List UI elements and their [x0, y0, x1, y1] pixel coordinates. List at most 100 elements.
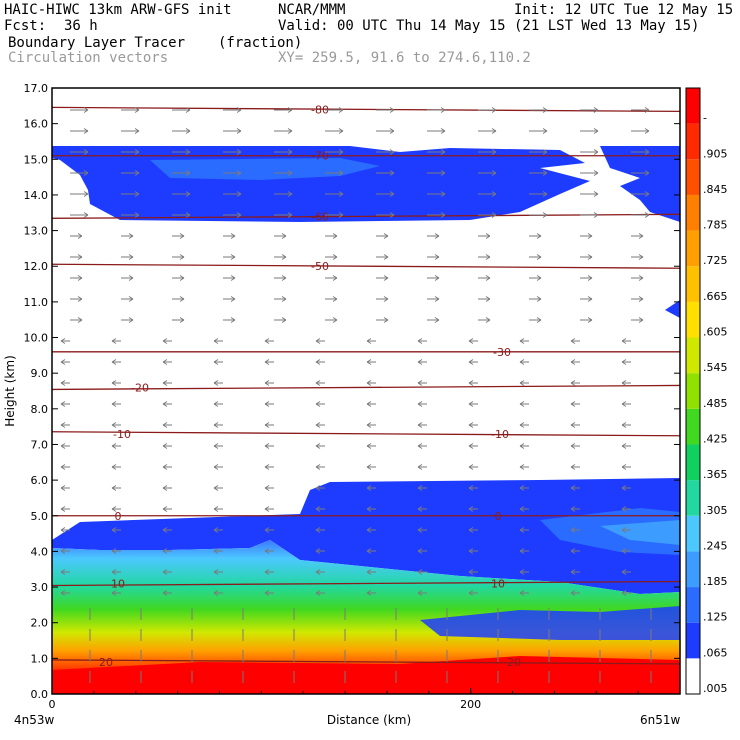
tracer-mid-core [540, 508, 680, 555]
colorbar-label: .065 [703, 646, 728, 659]
circulation-vector-head [111, 590, 117, 596]
temperature-contour-label: 0 [495, 510, 502, 523]
circulation-vector-head [468, 569, 474, 575]
circulation-vector-head [60, 380, 66, 386]
circulation-vector-head [213, 548, 219, 554]
temperature-contour-label: 10 [111, 577, 125, 590]
circulation-vector-head [468, 401, 474, 407]
circulation-vector-head [315, 401, 321, 407]
circulation-vector-head [519, 443, 525, 449]
circulation-vector-head [366, 548, 372, 554]
circulation-vector-head [213, 359, 219, 365]
circulation-vector-head [213, 422, 219, 428]
temperature-contour-line [52, 263, 680, 269]
colorbar-segment [686, 123, 700, 160]
circulation-vector-head [570, 548, 576, 554]
circulation-vector-head [519, 527, 525, 533]
circulation-vector-head [570, 527, 576, 533]
circulation-vector-head [570, 485, 576, 491]
circulation-vector-head [185, 128, 191, 134]
circulation-vector-head [593, 149, 599, 155]
circulation-vector-head [383, 317, 389, 323]
circulation-vector-head [332, 275, 338, 281]
colorbar-label: .905 [703, 147, 728, 160]
temperature-contour-label: -80 [311, 103, 329, 116]
circulation-vector-head [366, 485, 372, 491]
circulation-vector-head [213, 485, 219, 491]
circulation-vector-head [366, 338, 372, 344]
y-tick-label: 5.0 [31, 510, 49, 523]
circulation-vector-head [60, 422, 66, 428]
circulation-vector-head [366, 590, 372, 596]
y-tick-label: 3.0 [31, 581, 49, 594]
circulation-vector-head [162, 464, 168, 470]
circulation-vector-head [536, 275, 542, 281]
colorbar-label: .005 [703, 682, 728, 695]
circulation-vector-head [491, 107, 497, 113]
circulation-vector-head [83, 191, 89, 197]
circulation-vector-head [338, 170, 344, 176]
circulation-vector-head [134, 107, 140, 113]
circulation-vector-head [315, 548, 321, 554]
y-tick-label: 7.0 [31, 438, 49, 451]
circulation-vector-head [389, 191, 395, 197]
circulation-vector-head [519, 338, 525, 344]
colorbar-segment [686, 88, 700, 124]
colorbar-segment [686, 301, 700, 338]
circulation-vector-head [338, 128, 344, 134]
circulation-vector-head [519, 506, 525, 512]
circulation-vector-head [134, 212, 140, 218]
circulation-vector-head [417, 380, 423, 386]
circulation-vector-head [383, 296, 389, 302]
circulation-vector-head [542, 128, 548, 134]
circulation-vector-head [644, 170, 650, 176]
circulation-vector-head [264, 569, 270, 575]
circulation-vector-head [236, 170, 242, 176]
circulation-vector-head [440, 149, 446, 155]
circulation-vector-head [542, 149, 548, 155]
y-tick-label: 16.0 [24, 118, 49, 131]
colorbar-segment [686, 373, 700, 409]
circulation-vector-head [162, 569, 168, 575]
circulation-vector-head [213, 464, 219, 470]
circulation-vector-head [315, 485, 321, 491]
circulation-vector-head [264, 401, 270, 407]
circulation-vector-head [111, 464, 117, 470]
circulation-vector-head [83, 170, 89, 176]
tracer-small-right [665, 300, 680, 318]
colorbar-label: .665 [703, 290, 728, 303]
circulation-vector-head [111, 338, 117, 344]
circulation-vector-head [162, 359, 168, 365]
circulation-vector-head [417, 464, 423, 470]
circulation-vector-head [77, 296, 83, 302]
circulation-vector-head [468, 506, 474, 512]
circulation-vector-head [536, 233, 542, 239]
circulation-vector-head [83, 107, 89, 113]
circulation-vector-head [111, 548, 117, 554]
circulation-vector-head [491, 212, 497, 218]
circulation-vector-head [315, 380, 321, 386]
circulation-vector-head [519, 359, 525, 365]
circulation-vector-head [236, 107, 242, 113]
colorbar-segment [686, 337, 700, 374]
circulation-vector-head [287, 149, 293, 155]
circulation-vector-head [236, 212, 242, 218]
circulation-vector-head [570, 422, 576, 428]
field-units: (fraction) [218, 35, 303, 51]
circulation-vector-head [389, 149, 395, 155]
circulation-vector-head [281, 275, 287, 281]
circulation-vector-head [644, 107, 650, 113]
circulation-vector-head [111, 527, 117, 533]
colorbar-segment [686, 480, 700, 516]
circulation-vector-head [315, 464, 321, 470]
circulation-vector-head [417, 443, 423, 449]
circulation-vector-head [162, 380, 168, 386]
circulation-vector-head [179, 296, 185, 302]
temperature-contour-label: -50 [311, 260, 329, 273]
circulation-vector-head [287, 212, 293, 218]
plot-area: -80 -70 -60 -50 -30 -20 -10 0 10 20 -10 0 10 20 [52, 103, 680, 694]
valid-time: Valid: 00 UTC Thu 14 May 15 (21 LST Wed … [278, 18, 700, 34]
circulation-vector-head [162, 422, 168, 428]
circulation-vector-head [621, 590, 627, 596]
circulation-vector-head [621, 527, 627, 533]
